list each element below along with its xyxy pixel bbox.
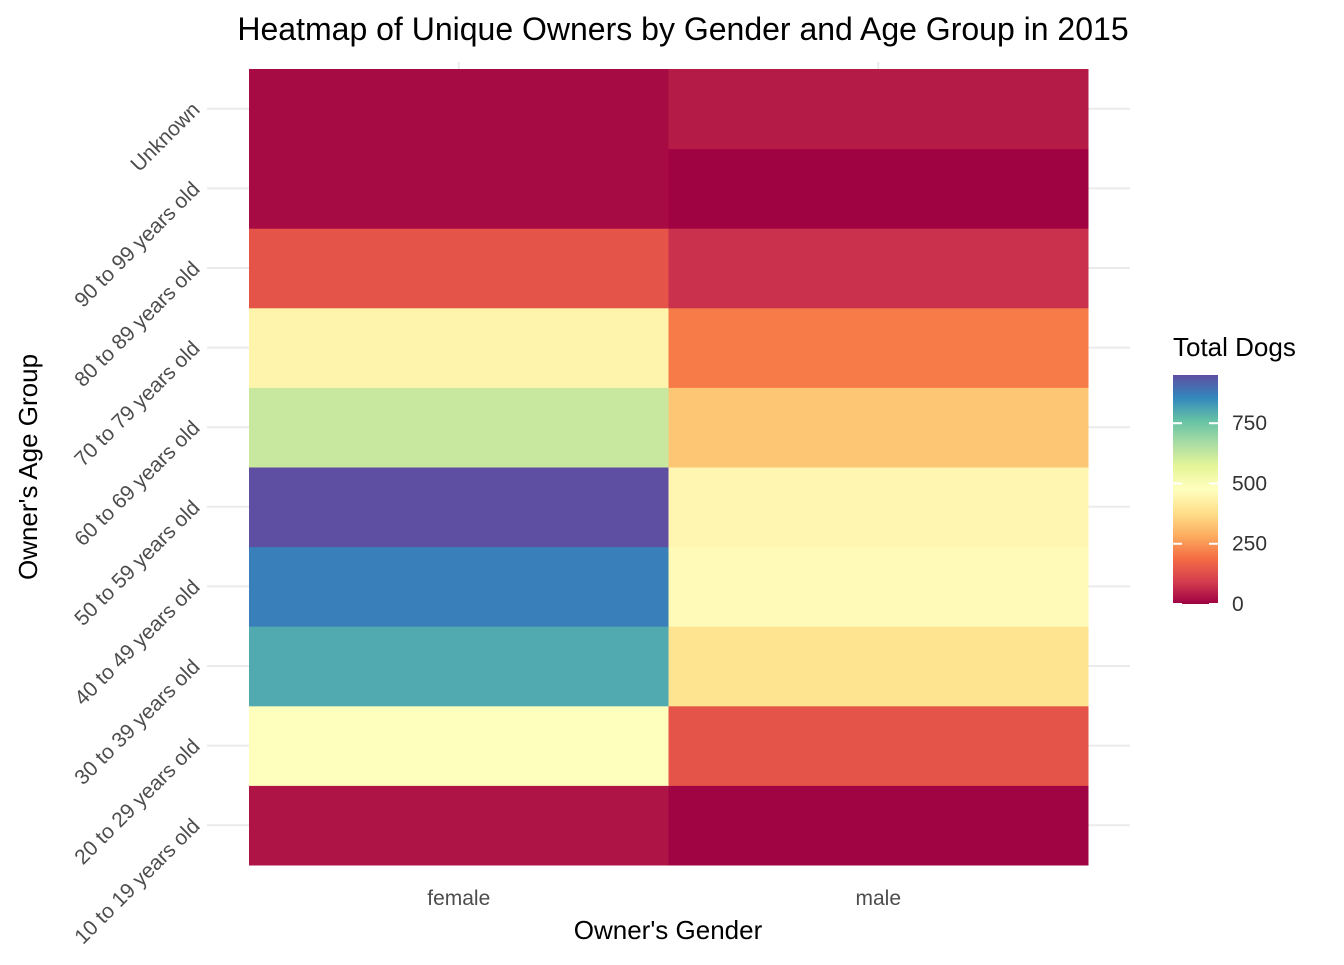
legend-tick-label: 250 — [1232, 533, 1267, 556]
color-legend: Total Dogs 0 250 500 750 — [1173, 332, 1296, 616]
heatmap-cells — [249, 69, 1089, 866]
y-tick-label: Unknown — [126, 98, 204, 176]
heatmap-cell — [668, 387, 1089, 468]
heatmap-cell — [668, 467, 1089, 548]
heatmap-cell — [249, 387, 669, 468]
heatmap-cell — [249, 307, 669, 388]
heatmap-cell — [249, 69, 669, 150]
heatmap-cell — [249, 546, 669, 627]
y-axis-title: Owner's Age Group — [13, 354, 43, 580]
x-tick-labels: female male — [427, 887, 901, 910]
legend-colorbar — [1173, 375, 1218, 604]
legend-ticks: 0 250 500 750 — [1173, 412, 1267, 616]
x-tick-label: male — [855, 887, 901, 910]
heatmap-cell — [668, 546, 1089, 627]
heatmap-cell — [668, 705, 1089, 786]
heatmap-cell — [668, 785, 1089, 866]
x-axis-title: Owner's Gender — [574, 915, 763, 945]
chart-title: Heatmap of Unique Owners by Gender and A… — [237, 11, 1128, 47]
heatmap-cell — [249, 785, 669, 866]
heatmap-cell — [249, 705, 669, 786]
heatmap-cell — [249, 467, 669, 548]
heatmap-cell — [668, 307, 1089, 388]
legend-tick-label: 500 — [1232, 472, 1267, 495]
heatmap-cell — [249, 626, 669, 707]
heatmap-cell — [668, 148, 1089, 229]
heatmap-cell — [668, 69, 1089, 150]
x-tick-label: female — [427, 887, 490, 910]
heatmap-cell — [249, 228, 669, 309]
heatmap-cell — [668, 626, 1089, 707]
legend-title: Total Dogs — [1173, 332, 1296, 362]
heatmap-cell — [249, 148, 669, 229]
legend-tick-label: 0 — [1232, 593, 1244, 616]
legend-tick-label: 750 — [1232, 412, 1267, 435]
heatmap-cell — [668, 228, 1089, 309]
